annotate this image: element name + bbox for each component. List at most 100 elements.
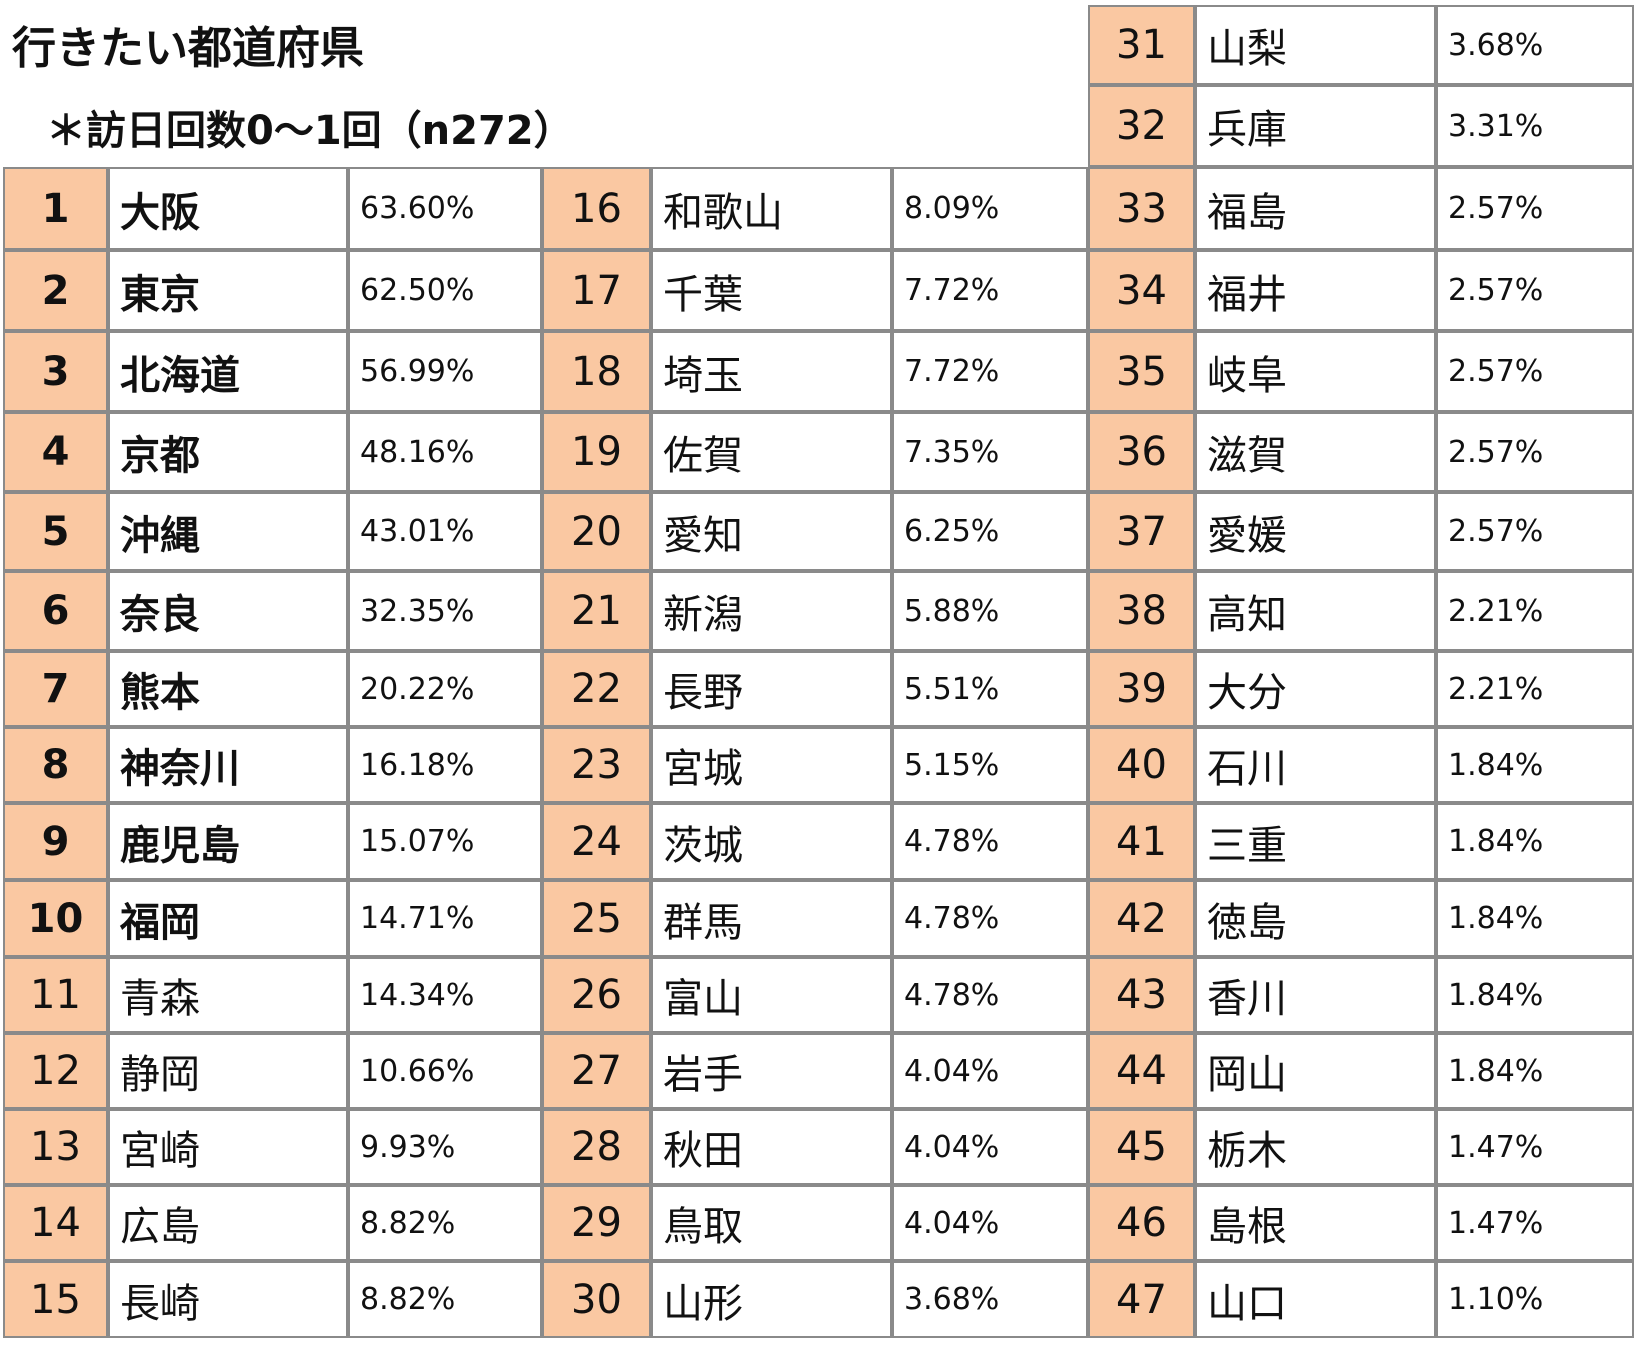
rank-cell: 15 [3, 1261, 108, 1338]
pct-cell: 1.10% [1436, 1261, 1634, 1338]
pct-cell: 3.68% [1436, 5, 1634, 85]
name-cell: 福井 [1195, 250, 1436, 331]
name-cell: 東京 [108, 250, 348, 331]
rank-cell: 10 [3, 880, 108, 957]
pct-cell: 63.60% [348, 167, 542, 250]
rank-cell: 19 [542, 412, 651, 492]
rank-cell: 28 [542, 1109, 651, 1185]
pct-cell: 56.99% [348, 331, 542, 412]
name-cell: 香川 [1195, 957, 1436, 1033]
rank-cell: 47 [1088, 1261, 1195, 1338]
rank-cell: 36 [1088, 412, 1195, 492]
rank-cell: 33 [1088, 167, 1195, 250]
name-cell: 宮崎 [108, 1109, 348, 1185]
pct-cell: 1.84% [1436, 880, 1634, 957]
pct-cell: 3.31% [1436, 85, 1634, 167]
pct-cell: 2.57% [1436, 167, 1634, 250]
pct-cell: 1.84% [1436, 727, 1634, 803]
rank-cell: 22 [542, 651, 651, 727]
rank-cell: 31 [1088, 5, 1195, 85]
rank-cell: 45 [1088, 1109, 1195, 1185]
name-cell: 熊本 [108, 651, 348, 727]
rank-cell: 43 [1088, 957, 1195, 1033]
rank-cell: 12 [3, 1033, 108, 1109]
rank-cell: 42 [1088, 880, 1195, 957]
name-cell: 奈良 [108, 571, 348, 651]
pct-cell: 5.15% [892, 727, 1088, 803]
pct-cell: 5.88% [892, 571, 1088, 651]
pct-cell: 2.57% [1436, 492, 1634, 571]
rank-cell: 37 [1088, 492, 1195, 571]
pct-cell: 62.50% [348, 250, 542, 331]
rank-cell: 46 [1088, 1185, 1195, 1261]
name-cell: 富山 [651, 957, 892, 1033]
name-cell: 福岡 [108, 880, 348, 957]
rank-cell: 5 [3, 492, 108, 571]
pct-cell: 2.57% [1436, 331, 1634, 412]
name-cell: 栃木 [1195, 1109, 1436, 1185]
pct-cell: 2.21% [1436, 651, 1634, 727]
rank-cell: 14 [3, 1185, 108, 1261]
rank-cell: 7 [3, 651, 108, 727]
pct-cell: 1.84% [1436, 957, 1634, 1033]
rank-cell: 2 [3, 250, 108, 331]
rank-cell: 21 [542, 571, 651, 651]
pct-cell: 2.57% [1436, 412, 1634, 492]
pct-cell: 2.57% [1436, 250, 1634, 331]
pct-cell: 10.66% [348, 1033, 542, 1109]
rank-cell: 8 [3, 727, 108, 803]
name-cell: 沖縄 [108, 492, 348, 571]
name-cell: 岡山 [1195, 1033, 1436, 1109]
name-cell: 山梨 [1195, 5, 1436, 85]
name-cell: 新潟 [651, 571, 892, 651]
pct-cell: 1.84% [1436, 1033, 1634, 1109]
title: 行きたい都道府県 [12, 23, 364, 74]
name-cell: 山口 [1195, 1261, 1436, 1338]
name-cell: 大阪 [108, 167, 348, 250]
pct-cell: 7.35% [892, 412, 1088, 492]
name-cell: 岩手 [651, 1033, 892, 1109]
rank-cell: 27 [542, 1033, 651, 1109]
pct-cell: 20.22% [348, 651, 542, 727]
name-cell: 愛知 [651, 492, 892, 571]
name-cell: 大分 [1195, 651, 1436, 727]
name-cell: 鳥取 [651, 1185, 892, 1261]
name-cell: 神奈川 [108, 727, 348, 803]
name-cell: 岐阜 [1195, 331, 1436, 412]
name-cell: 石川 [1195, 727, 1436, 803]
name-cell: 青森 [108, 957, 348, 1033]
rank-cell: 35 [1088, 331, 1195, 412]
rank-cell: 39 [1088, 651, 1195, 727]
rank-cell: 23 [542, 727, 651, 803]
pct-cell: 14.71% [348, 880, 542, 957]
name-cell: 兵庫 [1195, 85, 1436, 167]
pct-cell: 7.72% [892, 250, 1088, 331]
rank-cell: 1 [3, 167, 108, 250]
pct-cell: 15.07% [348, 803, 542, 880]
pct-cell: 4.78% [892, 880, 1088, 957]
pct-cell: 1.47% [1436, 1185, 1634, 1261]
rank-cell: 3 [3, 331, 108, 412]
name-cell: 茨城 [651, 803, 892, 880]
pct-cell: 5.51% [892, 651, 1088, 727]
pct-cell: 4.04% [892, 1033, 1088, 1109]
name-cell: 秋田 [651, 1109, 892, 1185]
pct-cell: 7.72% [892, 331, 1088, 412]
name-cell: 広島 [108, 1185, 348, 1261]
pct-cell: 1.47% [1436, 1109, 1634, 1185]
rank-cell: 26 [542, 957, 651, 1033]
name-cell: 高知 [1195, 571, 1436, 651]
pct-cell: 4.78% [892, 803, 1088, 880]
pct-cell: 2.21% [1436, 571, 1634, 651]
rank-cell: 44 [1088, 1033, 1195, 1109]
rank-cell: 17 [542, 250, 651, 331]
name-cell: 徳島 [1195, 880, 1436, 957]
pct-cell: 3.68% [892, 1261, 1088, 1338]
name-cell: 千葉 [651, 250, 892, 331]
rank-cell: 6 [3, 571, 108, 651]
name-cell: 北海道 [108, 331, 348, 412]
rank-cell: 41 [1088, 803, 1195, 880]
rank-cell: 24 [542, 803, 651, 880]
name-cell: 長野 [651, 651, 892, 727]
pct-cell: 6.25% [892, 492, 1088, 571]
